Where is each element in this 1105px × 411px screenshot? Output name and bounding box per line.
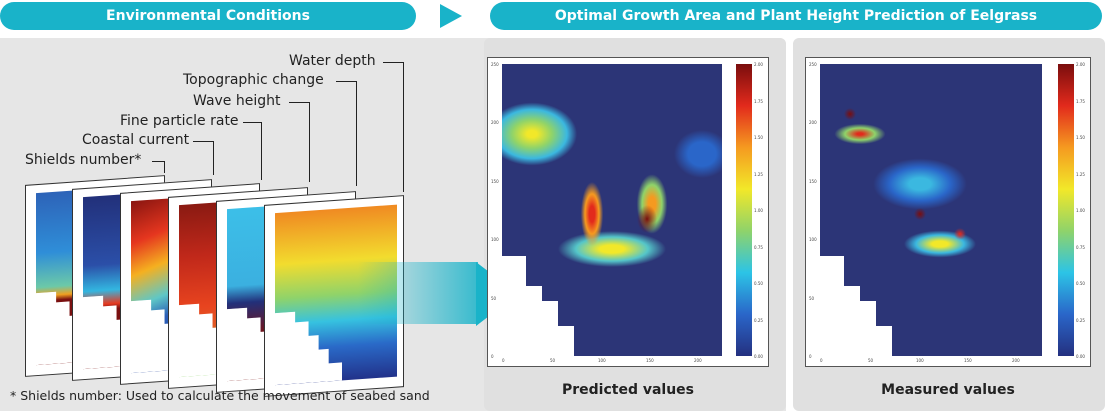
y-tick: 50 <box>809 295 815 301</box>
x-tick: 100 <box>598 358 606 363</box>
leader-line <box>261 122 262 180</box>
leader-line <box>336 81 356 82</box>
prediction-header: Optimal Growth Area and Plant Height Pre… <box>490 2 1102 30</box>
predicted-heatmap <box>502 64 722 356</box>
measured-heatmap <box>820 64 1042 356</box>
leader-line <box>213 141 214 175</box>
layer-label-coastal-current: Coastal current <box>82 132 190 148</box>
leader-line <box>403 62 404 192</box>
colorbar-tick: 1.75 <box>754 98 763 104</box>
colorbar-tick: 0.00 <box>1076 354 1085 359</box>
measured-caption: Measured values <box>881 382 1015 398</box>
x-tick: 150 <box>964 358 972 363</box>
y-tick: 0 <box>809 354 812 359</box>
y-tick: 200 <box>491 120 499 126</box>
land-area <box>820 256 892 356</box>
layer-label-shields-number: Shields number* <box>25 152 142 168</box>
colorbar-tick: 0.25 <box>754 317 763 323</box>
x-tick: 50 <box>550 358 556 363</box>
x-tick: 200 <box>1012 358 1020 363</box>
y-tick: 100 <box>809 237 817 243</box>
leader-line <box>243 122 261 123</box>
environmental-conditions-header: Environmental Conditions <box>0 2 416 30</box>
y-tick: 50 <box>491 295 497 301</box>
colorbar-tick: 1.25 <box>754 171 763 177</box>
colorbar <box>736 64 752 356</box>
x-tick: 150 <box>646 358 654 363</box>
colorbar-tick: 0.25 <box>1076 317 1085 323</box>
colorbar-tick: 1.00 <box>754 208 763 213</box>
leader-line <box>309 102 310 182</box>
colorbar-tick: 0.00 <box>754 354 763 359</box>
leader-line <box>356 81 357 186</box>
arrow-right-icon <box>440 4 462 28</box>
footnote: * Shields number: Used to calculate the … <box>10 388 430 403</box>
colorbar-tick: 2.00 <box>754 62 763 67</box>
header-title: Optimal Growth Area and Plant Height Pre… <box>554 8 1038 24</box>
colorbar-tick: 1.50 <box>754 135 763 140</box>
layer-label-water-depth: Water depth <box>289 53 376 69</box>
leader-line <box>383 62 403 63</box>
leader-line <box>289 102 309 103</box>
colorbar-tick: 0.75 <box>1076 244 1085 250</box>
colorbar <box>1058 64 1074 356</box>
layer-label-wave-height: Wave height <box>193 93 281 109</box>
x-tick: 50 <box>868 358 874 363</box>
land-area <box>502 256 574 356</box>
measured-values-plot: 250 200 150 100 50 0 0 50 100 150 200 2.00 1.75 1.50 1… <box>805 57 1091 367</box>
colorbar-tick: 1.75 <box>1076 98 1085 104</box>
x-tick: 100 <box>916 358 924 363</box>
y-tick: 0 <box>491 354 494 359</box>
flow-arrow <box>358 262 478 324</box>
layer-label-topographic-change: Topographic change <box>183 72 324 88</box>
colorbar-tick: 1.25 <box>1076 171 1085 177</box>
x-tick: 0 <box>502 358 505 363</box>
leader-line <box>164 161 165 173</box>
y-tick: 250 <box>809 62 817 67</box>
y-tick: 100 <box>491 237 499 243</box>
layer-label-fine-particle-rate: Fine particle rate <box>120 113 239 129</box>
predicted-caption: Predicted values <box>561 382 695 398</box>
y-tick: 250 <box>491 62 499 67</box>
leader-line <box>193 141 213 142</box>
colorbar-tick: 0.75 <box>754 244 763 250</box>
y-tick: 150 <box>809 178 817 184</box>
header-title: Environmental Conditions <box>106 8 310 24</box>
predicted-values-plot: 250 200 150 100 50 0 0 50 100 150 200 2.00 1.75 1.50 1… <box>487 57 769 367</box>
colorbar-tick: 0.50 <box>1076 281 1085 286</box>
colorbar-tick: 1.50 <box>1076 135 1085 140</box>
colorbar-tick: 0.50 <box>754 281 763 286</box>
x-tick: 200 <box>694 358 702 363</box>
colorbar-tick: 2.00 <box>1076 62 1085 67</box>
y-tick: 200 <box>809 120 817 126</box>
y-tick: 150 <box>491 178 499 184</box>
leader-line <box>152 161 164 162</box>
x-tick: 0 <box>820 358 823 363</box>
colorbar-tick: 1.00 <box>1076 208 1085 213</box>
